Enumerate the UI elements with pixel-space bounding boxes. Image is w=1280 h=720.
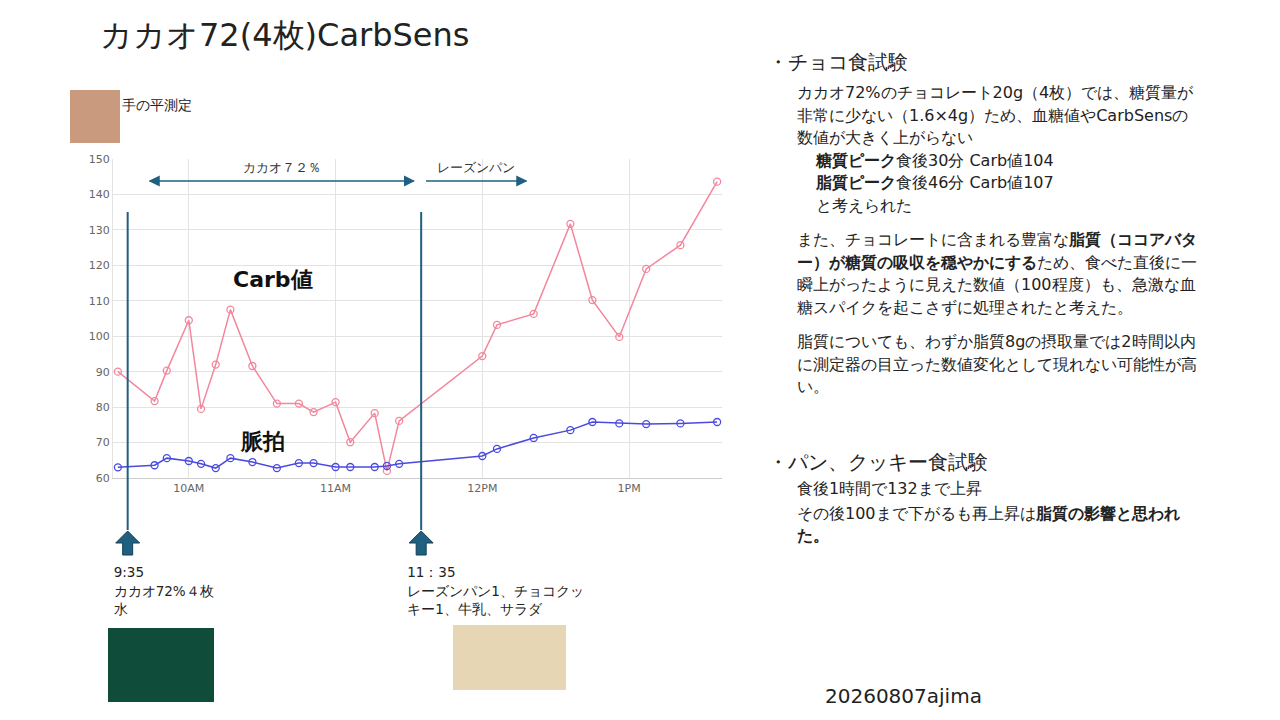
svg-text:140: 140 xyxy=(89,188,110,201)
svg-text:レーズンパン: レーズンパン xyxy=(437,160,515,175)
html-text:糖質ピーク食後30分 Carb値104: 糖質ピーク食後30分 Carb値104 xyxy=(816,150,1054,170)
svg-text:150: 150 xyxy=(89,153,110,166)
svg-text:12PM: 12PM xyxy=(467,482,497,495)
svg-text:120: 120 xyxy=(89,259,110,272)
html-text:水: 水 xyxy=(113,601,128,618)
html-text:脂質ピーク食後46分 Carb値107: 脂質ピーク食後46分 Carb値107 xyxy=(816,173,1054,192)
html-text:・パン、クッキー食試験: ・パン、クッキー食試験 xyxy=(768,450,988,474)
svg-text:90: 90 xyxy=(96,366,110,379)
html-text:9:35: 9:35 xyxy=(113,564,144,580)
html-text:・チョコ食試験: ・チョコ食試験 xyxy=(768,50,908,74)
html-text:食後1時間で132まで上昇: 食後1時間で132まで上昇 xyxy=(797,479,982,498)
svg-text:80: 80 xyxy=(96,401,110,414)
html-text:と考えられた: と考えられた xyxy=(816,195,912,215)
html-text:カカオ72%４枚: カカオ72%４枚 xyxy=(113,582,214,599)
svg-text:60: 60 xyxy=(96,472,110,485)
svg-text:70: 70 xyxy=(96,436,110,449)
html-text:カカオ72(4枚)CarbSens: カカオ72(4枚)CarbSens xyxy=(100,16,470,54)
svg-text:130: 130 xyxy=(89,224,110,237)
html-text:レーズンパン1、チョコクッキー1、牛乳、サラダ: レーズンパン1、チョコクッキー1、牛乳、サラダ xyxy=(407,582,584,618)
html-text:その後100まで下がるも再上昇は脂質の影響と思われた。: その後100まで下がるも再上昇は脂質の影響と思われた。 xyxy=(797,503,1180,545)
html-text:脈拍: 脈拍 xyxy=(241,429,285,454)
html-text:また、チョコレートに含まれる豊富な脂質（ココアバター）が糖質: また、チョコレートに含まれる豊富な脂質（ココアバター）が糖質の吸収を穏やかにする… xyxy=(797,230,1197,317)
html-text:20260807ajima: 20260807ajima xyxy=(825,684,982,708)
html-text:手の平測定: 手の平測定 xyxy=(122,97,192,113)
svg-text:1PM: 1PM xyxy=(617,482,640,495)
html-text:11：35: 11：35 xyxy=(407,564,456,580)
html-text:カカオ72%のチョコレート20g（4枚）では、糖質量が非常に: カカオ72%のチョコレート20g（4枚）では、糖質量が非常に少ない（1.6×4g… xyxy=(797,83,1194,147)
svg-text:カカオ７２％: カカオ７２％ xyxy=(243,160,321,175)
svg-text:11AM: 11AM xyxy=(320,482,351,495)
html-text:脂質についても、わずか脂質8gの摂取量では2時間以内に測定器: 脂質についても、わずか脂質8gの摂取量では2時間以内に測定器の目立った数値変化と… xyxy=(797,332,1197,396)
svg-text:100: 100 xyxy=(89,330,110,343)
svg-text:10AM: 10AM xyxy=(173,482,204,495)
html-text:Carb値: Carb値 xyxy=(233,267,313,292)
svg-text:110: 110 xyxy=(89,295,110,308)
